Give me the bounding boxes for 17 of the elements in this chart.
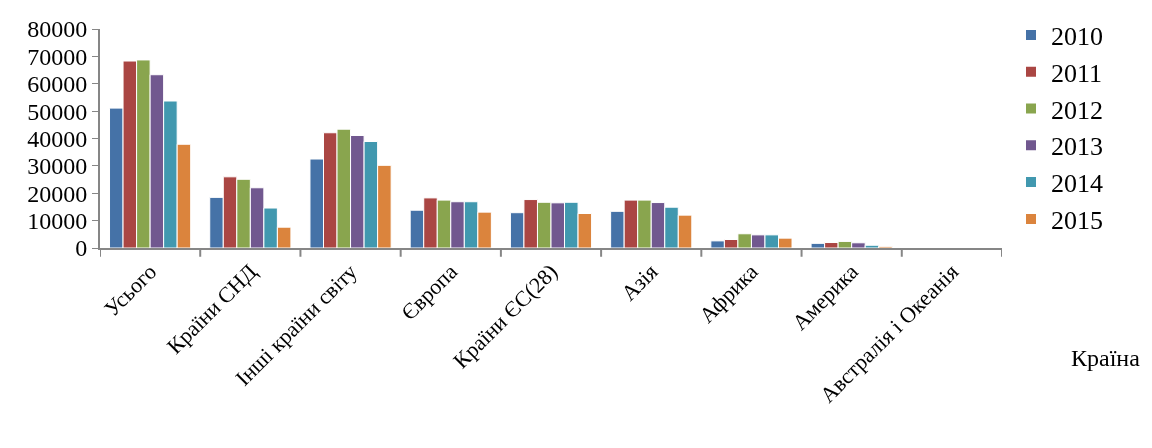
y-tick-label: 10000 (27, 208, 88, 235)
y-tick-label: 50000 (27, 98, 88, 125)
legend-label: 2012 (1051, 95, 1104, 125)
legend-label: 2014 (1051, 169, 1104, 199)
y-tick-label: 30000 (27, 153, 88, 180)
y-tick-label: 40000 (27, 125, 88, 152)
legend-label: 2010 (1051, 22, 1104, 52)
x-axis-title: Країна (1071, 345, 1141, 371)
y-tick-label: 20000 (27, 180, 88, 207)
legend-label: 2015 (1051, 206, 1104, 236)
legend-label: 2013 (1051, 132, 1104, 162)
y-tick-label: 70000 (27, 43, 88, 70)
y-tick-label: 80000 (27, 16, 88, 43)
legend-label: 2011 (1051, 58, 1103, 88)
y-tick-label: 60000 (27, 71, 88, 98)
y-tick-label: 0 (75, 235, 88, 262)
x-tick-label: Азія (616, 259, 663, 306)
